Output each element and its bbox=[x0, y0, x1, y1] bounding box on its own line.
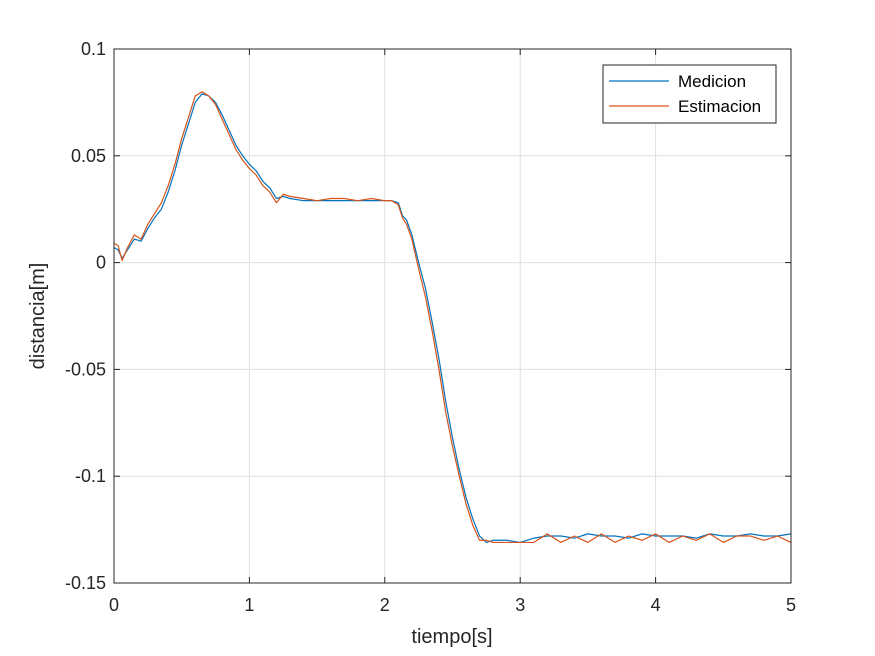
y-tick-label: 0.05 bbox=[71, 146, 106, 166]
legend: Medicion Estimacion bbox=[602, 64, 777, 124]
series-layer bbox=[113, 91, 792, 544]
y-tick-label: -0.15 bbox=[65, 573, 106, 593]
y-tick-label: -0.1 bbox=[75, 466, 106, 486]
series-line-estimacion bbox=[113, 91, 792, 544]
y-tick-label: 0.1 bbox=[81, 39, 106, 59]
legend-box bbox=[602, 64, 777, 124]
x-tick-label: 2 bbox=[380, 595, 390, 615]
x-tick-label: 0 bbox=[109, 595, 119, 615]
legend-label-medicion: Medicion bbox=[678, 72, 746, 91]
x-tick-label: 1 bbox=[244, 595, 254, 615]
x-axis-label: tiempo[s] bbox=[411, 626, 492, 648]
y-tick-label: 0 bbox=[96, 253, 106, 273]
grid-layer bbox=[113, 48, 792, 584]
x-tick-label: 3 bbox=[515, 595, 525, 615]
tick-layer: 0 1 2 3 4 5 0.1 0.05 0 -0.05 -0.1 -0.15 bbox=[65, 39, 796, 615]
y-tick-label: -0.05 bbox=[65, 359, 106, 379]
x-tick-label: 4 bbox=[651, 595, 661, 615]
series-line-medicion bbox=[113, 93, 792, 544]
x-tick-label: 5 bbox=[786, 595, 796, 615]
y-axis-label: distancia[m] bbox=[27, 263, 49, 370]
plot-area bbox=[114, 49, 791, 583]
legend-label-estimacion: Estimacion bbox=[678, 97, 761, 116]
axes-box bbox=[113, 48, 792, 584]
